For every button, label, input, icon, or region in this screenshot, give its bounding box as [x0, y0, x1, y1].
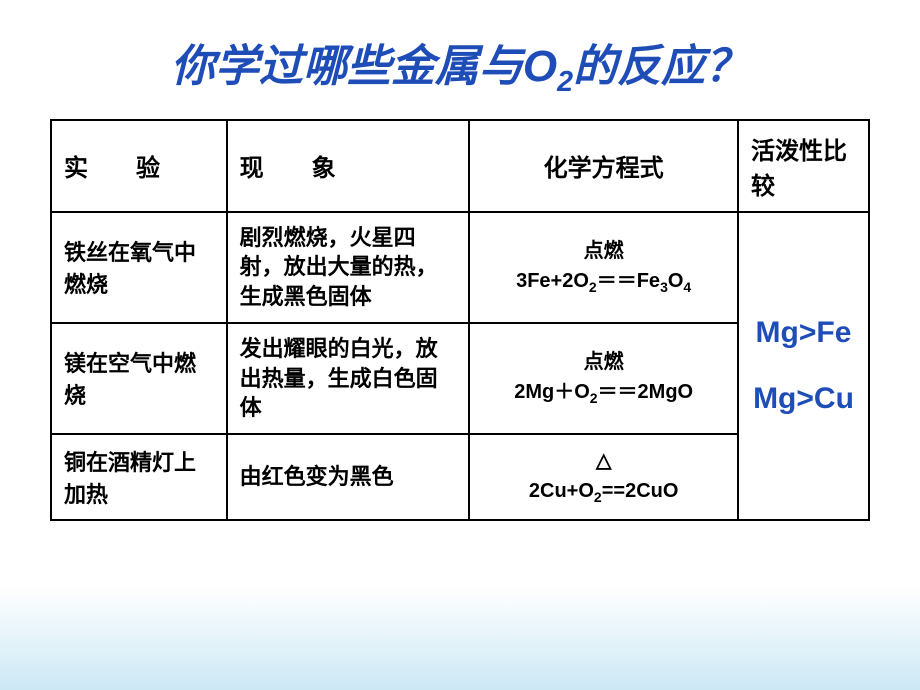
reaction-table: 实 验 现 象 化学方程式 活泼性比较 铁丝在氧气中燃烧 剧烈燃烧，火星四射，放…: [50, 119, 870, 521]
eq-cell: 点燃 2Mg＋O2＝＝2MgO: [469, 323, 738, 434]
header-activity: 活泼性比较: [738, 120, 869, 212]
eq-condition: △: [482, 446, 725, 476]
activity-compare-2: Mg>Cu: [751, 366, 856, 432]
eq-cell: 点燃 3Fe+2O2＝＝Fe3O4: [469, 212, 738, 323]
phen-cell: 发出耀眼的白光，放出热量，生成白色固体: [227, 323, 470, 434]
exp-cell: 铜在酒精灯上加热: [51, 434, 227, 520]
title-post: 的反应？: [573, 42, 749, 91]
header-phenomenon: 现 象: [227, 120, 470, 212]
eq-condition: 点燃: [482, 236, 725, 266]
phen-cell: 剧烈燃烧，火星四射，放出大量的热，生成黑色固体: [227, 212, 470, 323]
exp-cell: 铁丝在氧气中燃烧: [51, 212, 227, 323]
page-title: 你学过哪些金属与O2的反应？: [50, 30, 870, 99]
header-experiment: 实 验: [51, 120, 227, 212]
eq-condition: 点燃: [482, 347, 725, 377]
table-row: 铁丝在氧气中燃烧 剧烈燃烧，火星四射，放出大量的热，生成黑色固体 点燃 3Fe+…: [51, 212, 869, 323]
title-sub: 2: [557, 66, 573, 98]
title-pre: 你学过哪些金属与O: [171, 42, 557, 91]
eq-main: 2Cu+O2==2CuO: [482, 476, 725, 508]
eq-main: 3Fe+2O2＝＝Fe3O4: [482, 266, 725, 298]
activity-compare-1: Mg>Fe: [751, 300, 856, 366]
activity-cell: Mg>Fe Mg>Cu: [738, 212, 869, 520]
table-header-row: 实 验 现 象 化学方程式 活泼性比较: [51, 120, 869, 212]
phen-cell: 由红色变为黑色: [227, 434, 470, 520]
eq-main: 2Mg＋O2＝＝2MgO: [482, 377, 725, 409]
eq-cell: △ 2Cu+O2==2CuO: [469, 434, 738, 520]
header-equation: 化学方程式: [469, 120, 738, 212]
exp-cell: 镁在空气中燃烧: [51, 323, 227, 434]
